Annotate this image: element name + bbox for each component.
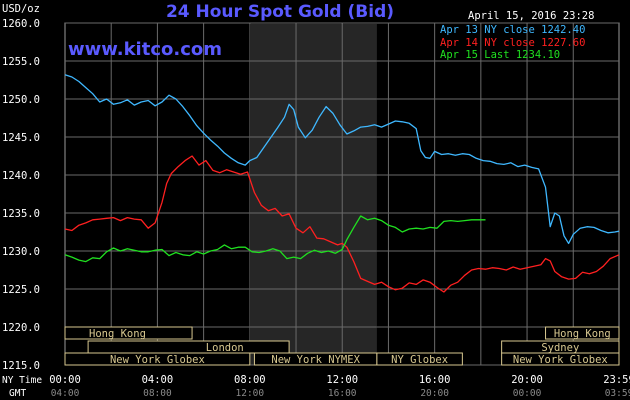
y-tick-label: 1255.0 bbox=[2, 56, 40, 68]
y-tick-label: 1240.0 bbox=[2, 170, 40, 182]
ny-time-tick-label: 12:00 bbox=[326, 374, 358, 386]
x-axis: 00:00 04:00 08:00 12:00 16:00 20:00 23:59 04:00… bbox=[49, 374, 630, 399]
market-bar bbox=[376, 352, 463, 366]
market-label: New York Globex bbox=[110, 354, 205, 366]
series-lines bbox=[64, 74, 620, 293]
site-label: www.kitco.com bbox=[68, 39, 222, 60]
timestamp: April 15, 2016 23:28 bbox=[468, 10, 594, 22]
ny-time-tick-label: 08:00 bbox=[234, 374, 266, 386]
gmt-tick-label: 04:00 bbox=[51, 388, 80, 399]
market-bar bbox=[501, 352, 620, 366]
series-line-2 bbox=[64, 215, 486, 263]
legend-apr15: Apr 15 Last 1234.10 bbox=[440, 49, 560, 61]
legend-apr14: Apr 14 NY close 1227.60 bbox=[440, 37, 585, 49]
highlight-band bbox=[249, 22, 377, 366]
ny-time-label: NY Time bbox=[2, 375, 42, 386]
ny-time-tick-label: 23:59 bbox=[603, 374, 630, 386]
gmt-tick-label: 00:00 bbox=[513, 388, 542, 399]
ny-time-tick-label: 00:00 bbox=[49, 374, 81, 386]
y-tick-label: 1215.0 bbox=[2, 360, 40, 372]
y-tick-label: 1260.0 bbox=[2, 18, 40, 30]
market-bar bbox=[64, 352, 251, 366]
market-label: NY Globex bbox=[391, 354, 448, 366]
y-tick-label: 1235.0 bbox=[2, 208, 40, 220]
gmt-tick-label: 20:00 bbox=[420, 388, 449, 399]
series-line-0 bbox=[64, 74, 620, 245]
gmt-tick-label: 03:59 bbox=[605, 388, 630, 399]
nymex-session-band bbox=[249, 24, 377, 365]
market-label: Hong Kong bbox=[89, 328, 146, 340]
ny-time-tick-label: 04:00 bbox=[142, 374, 174, 386]
y-tick-label: 1220.0 bbox=[2, 322, 40, 334]
market-label: New York NYMEX bbox=[271, 354, 360, 366]
market-bar bbox=[545, 326, 620, 340]
series-line-1 bbox=[64, 155, 620, 293]
market-bar bbox=[87, 340, 290, 354]
market-label: New York Globex bbox=[513, 354, 608, 366]
y-tick-label: 1230.0 bbox=[2, 246, 40, 258]
market-bar bbox=[64, 326, 193, 340]
y-axis: 1260.0 1255.0 1250.0 1245.0 1240.0 1235.0 1230… bbox=[2, 18, 40, 372]
gmt-tick-label: 12:00 bbox=[236, 388, 265, 399]
market-label: Sydney bbox=[541, 342, 579, 354]
ny-time-tick-label: 16:00 bbox=[419, 374, 451, 386]
chart-title: 24 Hour Spot Gold (Bid) bbox=[166, 2, 394, 22]
y-tick-label: 1250.0 bbox=[2, 94, 40, 106]
legend: Apr 13 NY close 1242.40 Apr 14 NY close … bbox=[440, 24, 585, 61]
legend-apr13: Apr 13 NY close 1242.40 bbox=[440, 24, 585, 36]
gmt-label: GMT bbox=[9, 388, 26, 399]
y-tick-label: 1245.0 bbox=[2, 132, 40, 144]
ny-time-tick-label: 20:00 bbox=[511, 374, 543, 386]
market-label: Hong Kong bbox=[554, 328, 611, 340]
unit-label: USD/oz bbox=[2, 3, 40, 15]
gmt-tick-label: 08:00 bbox=[143, 388, 172, 399]
market-label: London bbox=[206, 342, 244, 354]
gmt-tick-label: 16:00 bbox=[328, 388, 357, 399]
y-tick-label: 1225.0 bbox=[2, 284, 40, 296]
